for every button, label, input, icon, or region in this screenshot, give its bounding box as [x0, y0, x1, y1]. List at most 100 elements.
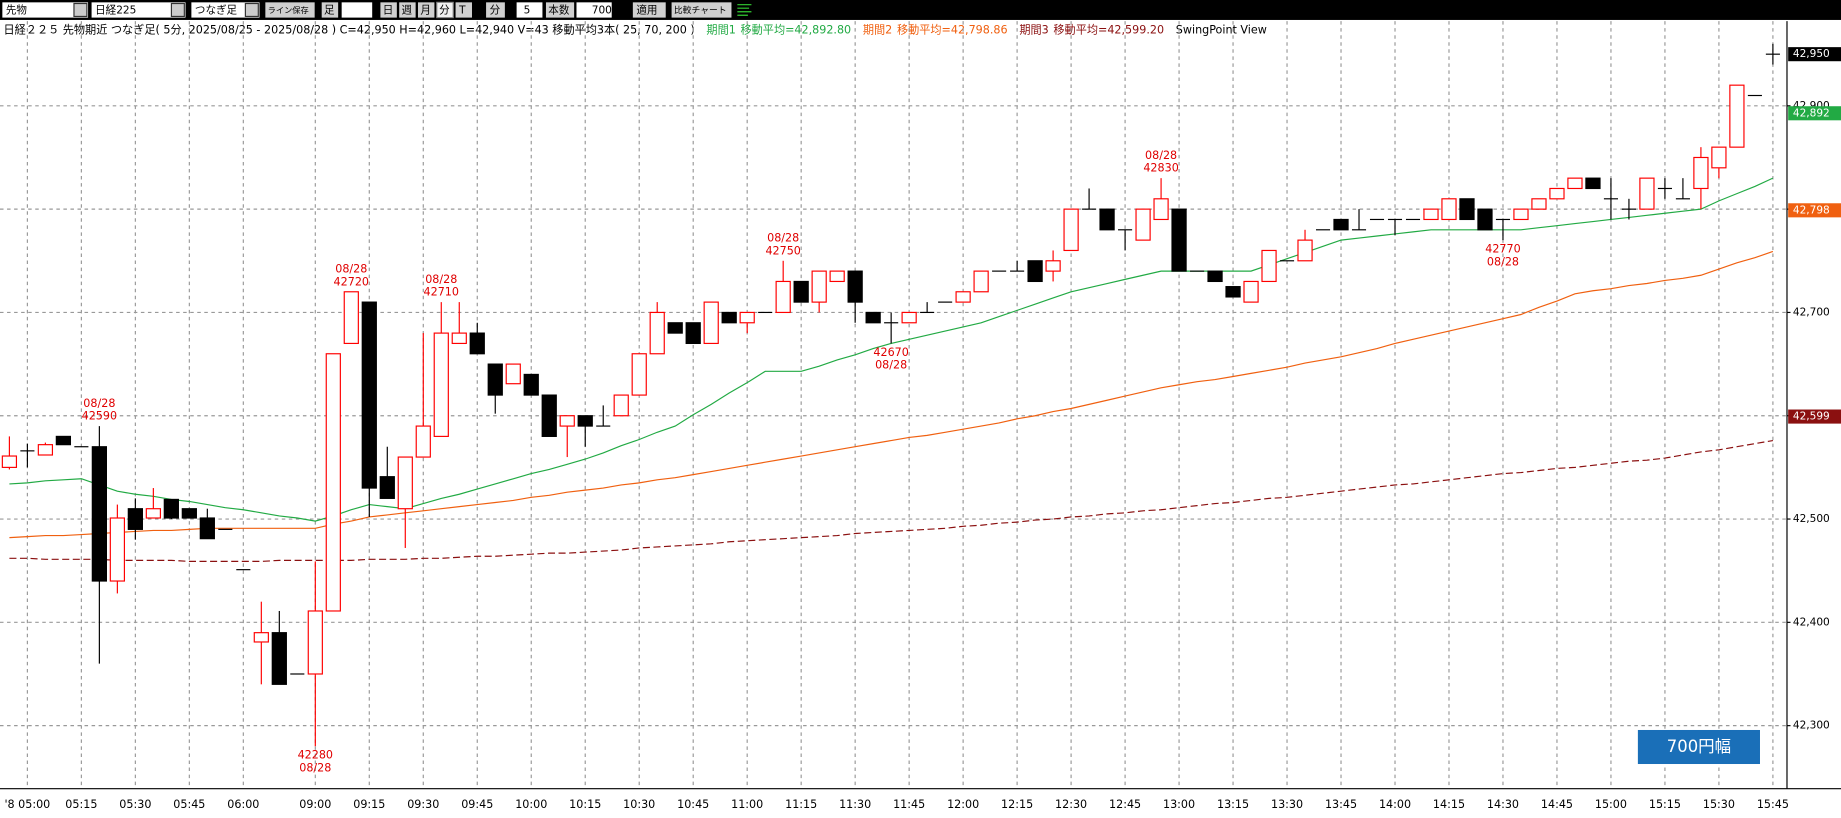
x-tick-label: 14:00 [1379, 798, 1411, 811]
unit-box [486, 2, 505, 18]
legend-name: 期間2 [863, 24, 892, 37]
candle-body [1045, 260, 1061, 272]
candle-body [1333, 218, 1349, 231]
x-tick-label: 11:15 [785, 798, 817, 811]
compare-button[interactable] [671, 2, 732, 18]
badge-bg[interactable] [1637, 729, 1760, 765]
swing-price: 42590 [82, 410, 117, 423]
candle-body [469, 332, 485, 355]
day-button[interactable] [380, 2, 397, 18]
badge[interactable]: 700円幅 [1637, 729, 1760, 765]
y-tick-label: 42,500 [1793, 513, 1830, 525]
price-marker [1788, 409, 1841, 424]
candle-body [127, 508, 143, 530]
swing-date: 08/28 [875, 359, 907, 372]
candle-body [577, 415, 593, 427]
unit-text: 分 [490, 5, 501, 17]
x-tick-label: 10:30 [623, 798, 655, 811]
y-tick-label: 42,900 [1793, 100, 1830, 112]
x-tick-label: 05:15 [65, 798, 97, 811]
swing-price: 42710 [424, 286, 459, 299]
price-marker-label: 42,950 [1793, 48, 1830, 60]
x-tick-label: 13:45 [1325, 798, 1357, 811]
minute-button[interactable] [436, 1, 454, 19]
swing-date: 08/28 [767, 231, 799, 244]
candle-body [631, 353, 647, 396]
swing-price: 42770 [1485, 243, 1520, 256]
icon[interactable] [737, 4, 752, 16]
market-select[interactable] [2, 2, 89, 18]
candle-body [1441, 198, 1457, 221]
legend-value: 移動平均=42,892.80 [741, 23, 852, 37]
market-text: 先物 [6, 4, 28, 17]
candle-body [253, 632, 269, 643]
candle-body [487, 363, 503, 396]
week-text: 週 [402, 5, 413, 17]
x-tick-label: 09:30 [407, 798, 439, 811]
candle-body [91, 446, 107, 582]
dropdown-arrow[interactable] [73, 2, 88, 18]
swing-date: 08/28 [1145, 149, 1177, 162]
apply-button[interactable] [632, 2, 666, 18]
candle-body [1243, 280, 1259, 303]
week-button[interactable] [399, 2, 416, 18]
candle-body [505, 363, 521, 385]
count-text: 700 [592, 5, 612, 17]
compare-text: 比較チャート [674, 4, 727, 16]
price-marker [1788, 106, 1841, 121]
x-tick-label: 15:45 [1757, 798, 1789, 811]
x-tick-label: 13:00 [1163, 798, 1195, 811]
save-button[interactable] [265, 2, 315, 18]
ashi-input[interactable] [341, 2, 373, 18]
price-marker-label: 42,798 [1793, 204, 1830, 216]
count-input[interactable] [576, 2, 612, 18]
candle-body [271, 632, 287, 685]
x-tick-label: 05:30 [119, 798, 151, 811]
candle-body [325, 353, 341, 612]
x-tick-label: 06:00 [227, 798, 259, 811]
legend-value: 移動平均=42,798.86 [897, 23, 1008, 37]
x-tick-label: 11:30 [839, 798, 871, 811]
x-tick-label: 09:00 [299, 798, 331, 811]
price-marker [1788, 47, 1841, 62]
count-box [545, 2, 575, 18]
candle-body [451, 332, 467, 345]
swing-price: 42830 [1143, 162, 1178, 175]
x-tick-label: 15:30 [1703, 798, 1735, 811]
y-tick-label: 42,400 [1793, 616, 1830, 628]
legend-name: 期間3 [1019, 24, 1048, 37]
toolbar: 先物 日経225 つなぎ足 ライン保存 足 日 週 月 分 T 分 5 本数 7… [0, 0, 1841, 20]
swing-date: 08/28 [1487, 255, 1519, 268]
header: 日経２２５ 先物期近 つなぎ足( 5分, 2025/08/25 - 2025/0… [4, 23, 1267, 37]
swing-date: 08/28 [335, 262, 367, 275]
x-tick-label: 13:15 [1217, 798, 1249, 811]
interval-input[interactable] [516, 2, 543, 18]
candle-body [1477, 208, 1493, 231]
dropdown-arrow[interactable] [244, 2, 259, 18]
month-button[interactable] [417, 2, 435, 18]
candle-body [703, 301, 719, 345]
title: 日経２２５ 先物期近 つなぎ足( 5分, 2025/08/25 - 2025/0… [4, 23, 695, 37]
interval-text: 5 [524, 5, 531, 17]
candle-body [379, 476, 395, 499]
dropdown-arrow[interactable] [170, 2, 185, 18]
day-text: 日 [383, 5, 394, 17]
symbol-select[interactable] [91, 2, 186, 18]
swing-date: 08/28 [425, 273, 457, 286]
x-tick-label: 14:30 [1487, 798, 1519, 811]
tick-button[interactable] [455, 2, 472, 18]
candle-body [847, 270, 863, 303]
mode-select[interactable] [191, 2, 260, 18]
swing-price: 42670 [873, 346, 908, 359]
x-tick-label: 12:15 [1001, 798, 1033, 811]
candle-body [667, 322, 683, 334]
candle-body [1585, 177, 1601, 190]
candle-body [1063, 208, 1079, 252]
candle-body [109, 517, 125, 582]
legend-value: 移動平均=42,599.20 [1053, 23, 1164, 37]
x-tick-label: 12:00 [947, 798, 979, 811]
candle-body [775, 280, 791, 314]
candle-body [865, 311, 881, 324]
mode-text: つなぎ足 [195, 4, 238, 17]
